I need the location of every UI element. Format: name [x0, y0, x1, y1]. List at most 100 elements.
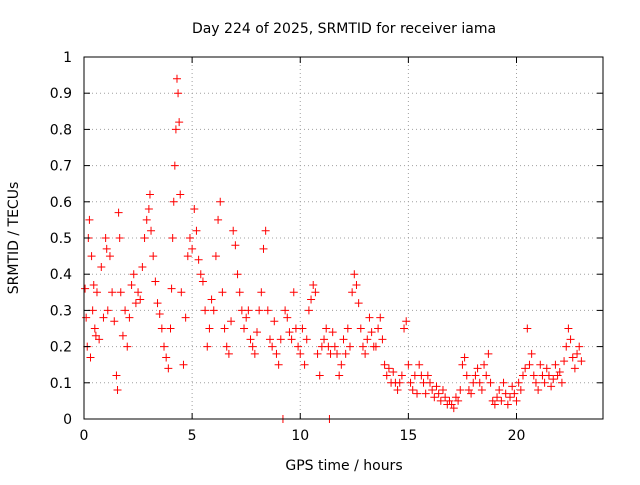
data-point [242, 313, 251, 322]
y-tick-label: 0.3 [50, 303, 72, 319]
data-point [138, 262, 147, 271]
data-point [529, 371, 538, 380]
data-point [162, 353, 171, 362]
data-point [406, 378, 415, 387]
data-point [147, 226, 156, 235]
data-point [289, 288, 298, 297]
x-tick-label: 15 [399, 428, 417, 444]
data-point [434, 389, 443, 398]
data-point [268, 342, 277, 351]
data-point [393, 386, 402, 395]
data-point [205, 324, 214, 333]
data-point [475, 378, 484, 387]
data-point [430, 393, 439, 402]
data-point [436, 396, 445, 405]
data-point [259, 244, 268, 253]
data-point [447, 400, 456, 409]
data-point [531, 378, 540, 387]
x-tick-label: 10 [291, 428, 309, 444]
data-point [192, 226, 201, 235]
data-point [136, 295, 145, 304]
data-point [484, 349, 493, 358]
data-point [179, 360, 188, 369]
data-point [108, 288, 117, 297]
data-point [257, 288, 266, 297]
y-tick-label: 0.1 [50, 376, 72, 392]
data-point [497, 396, 506, 405]
data-point [276, 335, 285, 344]
data-point [218, 288, 227, 297]
data-point [467, 389, 476, 398]
data-point [404, 360, 413, 369]
data-point [115, 234, 124, 242]
data-point [350, 270, 359, 279]
data-point [482, 371, 491, 380]
data-point [149, 252, 158, 261]
data-point [261, 226, 270, 235]
data-point [201, 306, 210, 315]
y-tick-label: 0.8 [50, 122, 72, 138]
data-point [140, 234, 149, 242]
data-point [510, 389, 519, 398]
data-point [518, 371, 527, 380]
data-point [181, 313, 190, 322]
data-point [501, 389, 510, 398]
y-tick-label: 0.7 [50, 159, 72, 175]
data-point [488, 396, 497, 405]
data-point [110, 317, 119, 326]
data-point [92, 288, 101, 297]
data-point [281, 306, 290, 315]
data-point [142, 215, 151, 224]
data-point [540, 378, 549, 387]
x-tick-label: 20 [508, 428, 526, 444]
data-point [294, 342, 303, 351]
data-point [320, 335, 329, 344]
data-point [222, 342, 231, 351]
data-point [95, 335, 104, 344]
data-point [415, 360, 424, 369]
data-point [85, 215, 94, 224]
data-point [313, 349, 322, 358]
plot-frame [83, 56, 604, 420]
data-point [490, 400, 499, 409]
data-point [380, 360, 389, 369]
data-point [458, 360, 467, 369]
data-point [203, 342, 212, 351]
data-point [454, 396, 463, 405]
y-tick-label: 0.6 [50, 195, 72, 211]
data-point [246, 335, 255, 344]
data-point [164, 364, 173, 373]
data-point [209, 306, 218, 315]
data-point [376, 313, 385, 322]
data-point [196, 270, 205, 279]
data-point [151, 277, 160, 286]
data-point [544, 371, 553, 380]
data-point [365, 313, 374, 322]
data-point [322, 324, 331, 333]
data-point [523, 324, 532, 333]
data-point [471, 371, 480, 380]
data-point [145, 190, 154, 199]
data-point [356, 324, 365, 333]
data-point [341, 349, 350, 358]
data-point [102, 244, 111, 253]
data-point [354, 299, 363, 308]
data-point [549, 375, 558, 384]
data-point [121, 306, 130, 315]
data-point [168, 234, 177, 242]
data-point [441, 393, 450, 402]
data-point [527, 349, 536, 358]
data-point [198, 277, 207, 286]
data-point [129, 270, 138, 279]
data-point [175, 118, 184, 127]
data-point [374, 324, 383, 333]
data-point [131, 299, 140, 308]
data-point [363, 335, 372, 344]
data-point [91, 331, 100, 340]
data-point [534, 386, 543, 395]
data-point [495, 386, 504, 395]
x-tick-label: 5 [188, 428, 197, 444]
data-point [283, 313, 292, 322]
